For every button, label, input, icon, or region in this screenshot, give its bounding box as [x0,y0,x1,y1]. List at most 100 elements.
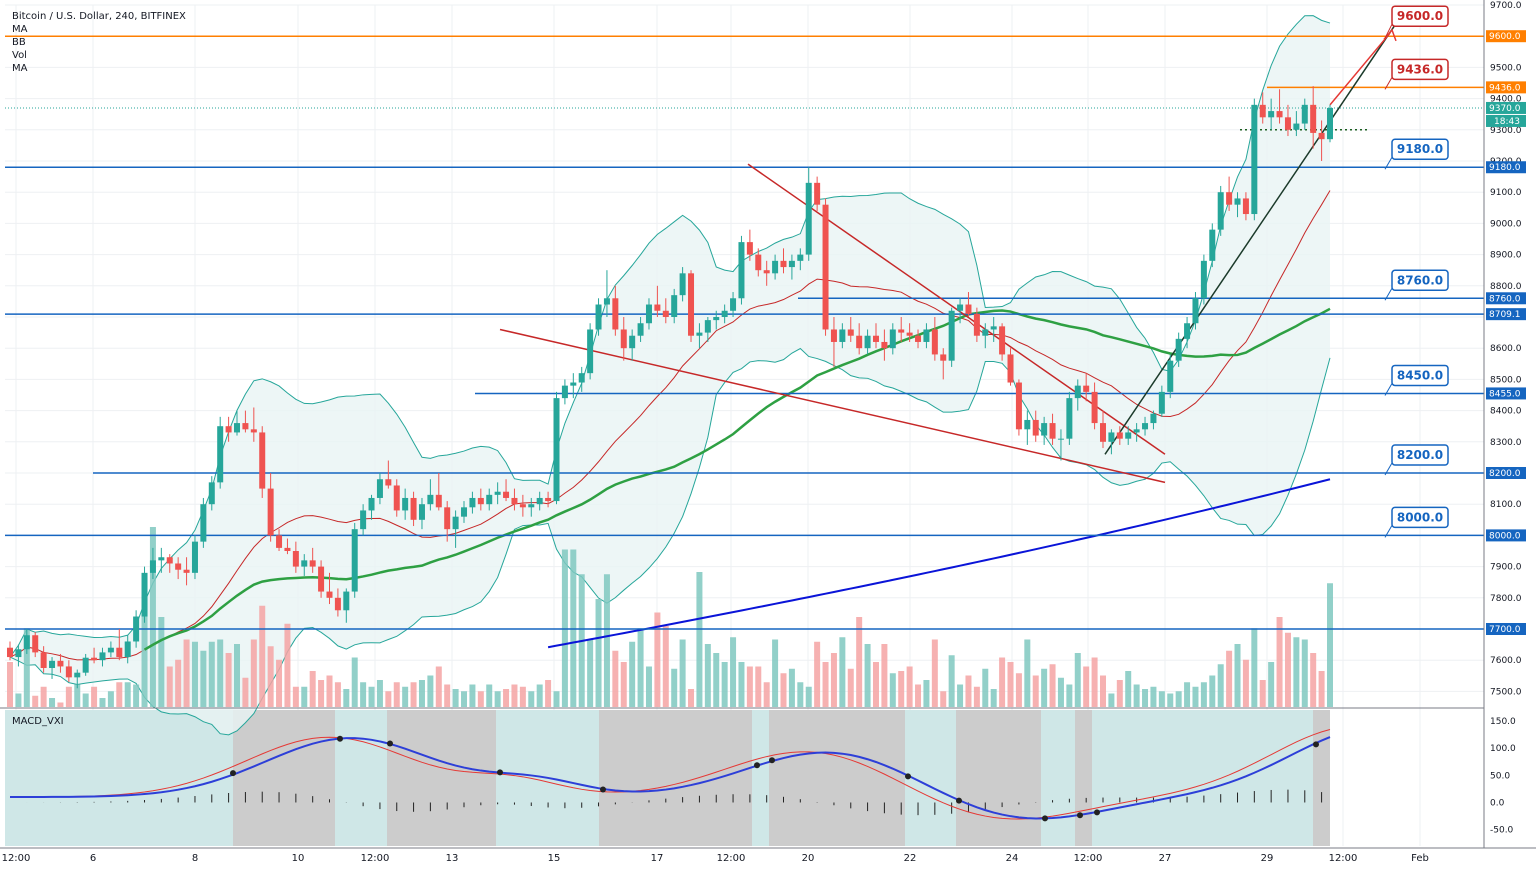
candle-body [1125,432,1132,439]
legend-indicator-ma[interactable]: MA [12,24,28,35]
candle-body [116,647,123,658]
symbol-title[interactable]: Bitcoin / U.S. Dollar, 240, BITFINEX [12,11,186,22]
volume-bar [511,684,518,707]
time-tick-label: 6 [90,853,96,864]
level-labels[interactable]: 9600.0 9600.0 9436.0 9436.0 9180.0 9180.0 8760… [1384,5,1526,635]
candle-body [948,310,955,361]
macd-title[interactable]: MACD_VXI [12,716,64,727]
volume-bar [141,594,148,707]
trendline-rising [1104,20,1399,455]
macd-band [769,710,905,846]
candle-body [1007,354,1014,383]
volume-bar [721,662,728,707]
axis-price-tag-text: 8200.0 [1489,469,1521,479]
candle-body [427,494,434,505]
volume-bar [503,689,510,707]
ma-blue [547,478,1331,649]
candle-body [1226,192,1233,205]
candle-body [32,635,39,653]
volume-bar [82,693,89,707]
macd-band [956,710,1041,846]
volume-bar [1158,691,1165,707]
axis-price-tag-text: 9436.0 [1489,83,1521,93]
volume-bar [780,673,787,707]
candle-body [385,479,392,486]
candle-body [1268,111,1275,118]
macd-tick-label: 100.0 [1490,744,1516,754]
volume-bar [755,666,762,707]
candle-body [814,182,821,205]
volume-bar [435,666,442,707]
volume-bar [276,659,283,707]
volume-bar [1200,682,1207,707]
candle-body [1041,423,1048,436]
volume-bar [74,684,81,707]
volume-bar [1209,675,1216,707]
trendlines[interactable] [499,20,1399,484]
volume-bar [1125,671,1132,707]
volume-bar [91,686,98,707]
candle-body [620,329,627,349]
volume-bar [906,666,913,707]
candle-body [612,298,619,330]
macd-band [387,710,496,846]
projection-arrowhead [1383,28,1397,42]
candle-body [519,504,526,508]
candle-body [1259,104,1266,118]
volume-bar [40,686,47,707]
candle-body [1133,429,1140,433]
axis-price-tag-text: 8760.0 [1489,294,1521,304]
time-tick-label: 12:00 [361,853,390,864]
volume-bar [654,612,661,707]
volume-bar [1293,637,1300,707]
volume-bar [1234,644,1241,707]
volume-bar [772,639,779,707]
time-tick-label: 15 [548,853,561,864]
candle-body [393,485,400,511]
candle-body [889,329,896,349]
candle-body [629,335,636,349]
volume-bar [982,668,989,707]
horizontal-levels[interactable] [5,35,1484,630]
volume-bar [1032,675,1039,707]
candle-body [864,335,871,349]
volume-bar [915,684,922,707]
candle-body [1099,423,1106,442]
candle-body [1209,229,1216,261]
legend-indicator-ma-2[interactable]: MA [12,63,28,74]
candle-body [906,332,913,336]
level-label-text: 9436.0 [1397,62,1443,76]
candle-body [965,304,972,314]
legend-indicator-vol[interactable]: Vol [12,50,27,61]
volume-bar [116,682,123,707]
candle-body [688,273,695,336]
level-label-leader [1384,156,1393,170]
volume-bar [1284,632,1291,707]
volume-bar [1066,684,1073,707]
volume-bar [385,691,392,707]
time-tick-label: Feb [1411,853,1429,864]
volume-bar [175,659,182,707]
candle-body [141,572,148,617]
volume-bar [587,639,594,707]
volume-bar [1007,662,1014,707]
volume-bar [612,650,619,707]
candle-body [418,504,425,520]
volume-bar [469,684,476,707]
candle-body [847,329,854,336]
price-tick-label: 9400.0 [1490,95,1522,105]
macd-pane [9,729,1331,822]
macd-cross-marker [497,769,503,776]
candle-body [267,488,274,536]
axis-price-tag-text: 9600.0 [1489,32,1521,42]
candle-body [999,326,1006,355]
candle-body [830,329,837,342]
price-tick-label: 7600.0 [1490,656,1522,666]
volume-bar [805,686,812,707]
legend-indicator-bb[interactable]: BB [12,37,26,48]
candle-body [1217,192,1224,230]
volume-bar [259,605,266,707]
candle-body [15,649,22,658]
volume-bar [452,689,459,707]
